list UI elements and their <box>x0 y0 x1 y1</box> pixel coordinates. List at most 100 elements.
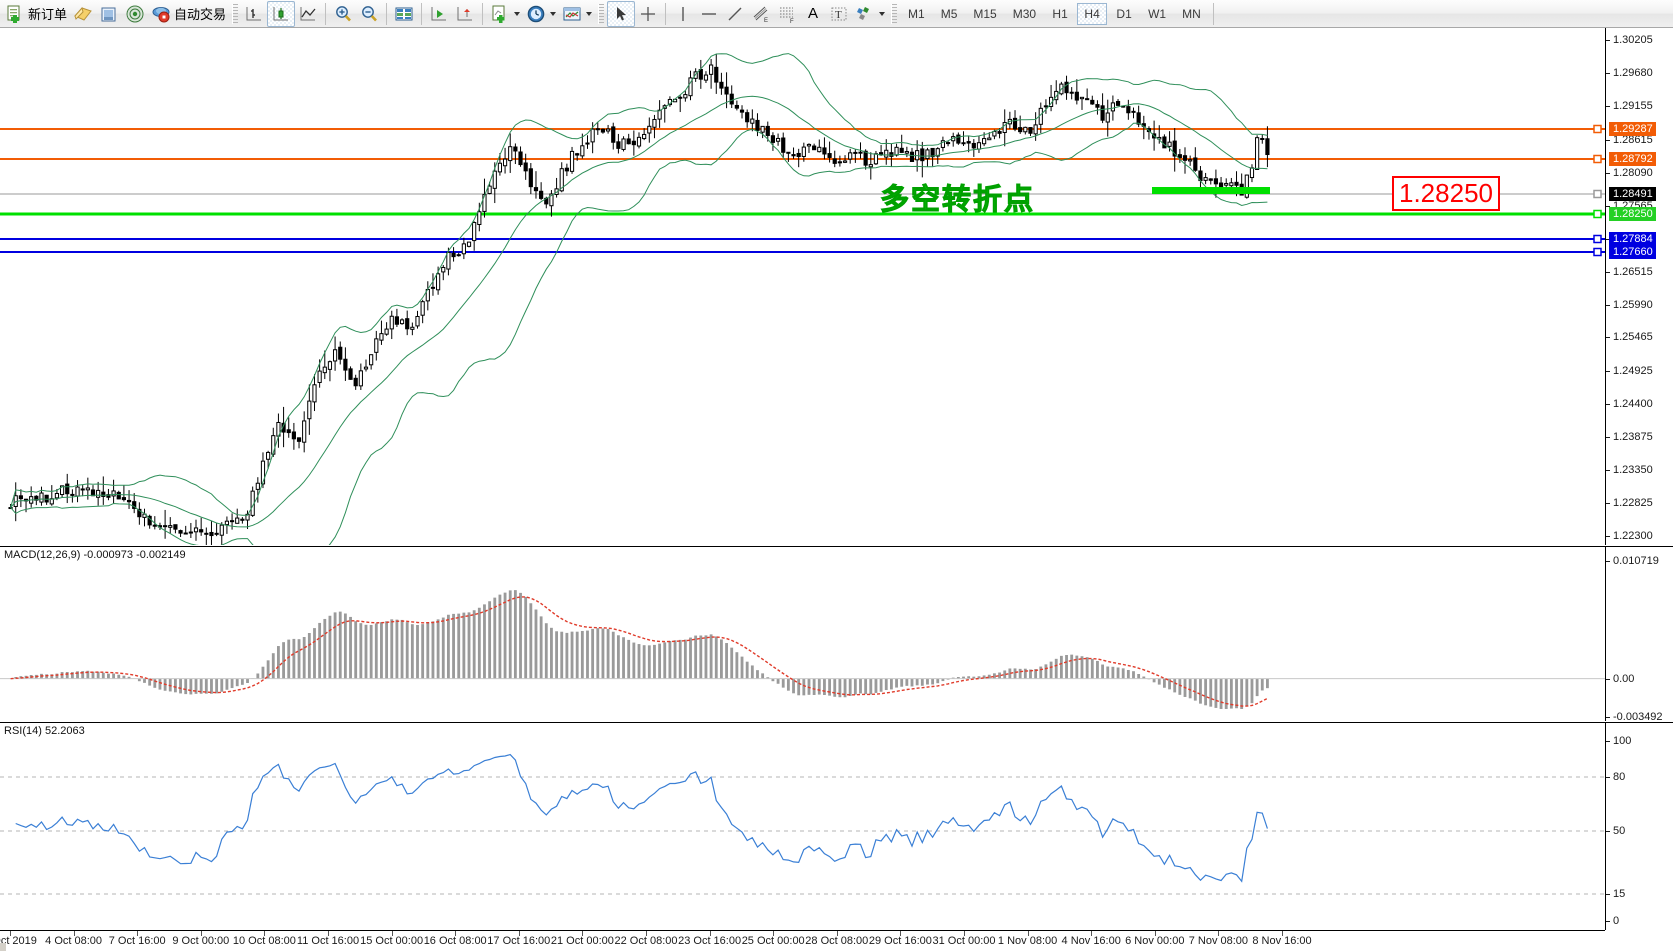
time-tick <box>264 931 266 936</box>
chart-shift-icon <box>455 4 475 24</box>
rsi-title: RSI(14) 52.2063 <box>4 725 85 737</box>
rsi-axis: 100 80 50 15 0 <box>1605 723 1673 930</box>
time-tick <box>200 931 202 936</box>
tab-timeframe-d1[interactable]: D1 <box>1116 6 1132 21</box>
time-axis-label: 8 Nov 16:00 <box>1252 935 1312 947</box>
time-axis-label: 1 Nov 08:00 <box>997 935 1058 947</box>
axis-tick <box>1606 536 1610 538</box>
toolbar-divider-3 <box>421 2 423 25</box>
time-tick <box>646 931 647 936</box>
toolbar-divider-6 <box>1212 2 1214 25</box>
resistance-line-128792-tag[interactable]: 1.28792 <box>1609 152 1656 166</box>
time-axis-label: 7 Oct 16:00 <box>108 935 166 947</box>
objects-list-button[interactable] <box>852 1 888 27</box>
period-button[interactable] <box>523 1 559 27</box>
chevron-down-icon[interactable] <box>514 11 521 16</box>
tab-timeframe-w1[interactable]: W1 <box>1148 6 1167 21</box>
price-chart-canvas[interactable] <box>0 28 1605 545</box>
new-order-button[interactable]: 新订单 <box>2 1 70 27</box>
axis-tick <box>1606 921 1610 922</box>
tab-timeframe-h1[interactable]: H1 <box>1052 6 1068 21</box>
support-line-128250-tag[interactable]: 1.28250 <box>1609 207 1656 221</box>
zoom-in-button[interactable] <box>330 1 356 27</box>
time-axis[interactable]: 3 Oct 2019 4 Oct 08:00 7 Oct 16:00 9 Oct 00… <box>0 930 1605 951</box>
time-tick <box>1091 931 1093 936</box>
axis-tick <box>1606 561 1610 562</box>
bollinger-band-1 <box>10 95 1268 528</box>
chevron-down-icon-2[interactable] <box>550 11 557 16</box>
support-line-127660-tag[interactable]: 1.27660 <box>1609 245 1656 259</box>
price-axis-label: 1.28615 <box>1613 133 1653 146</box>
time-tick <box>1154 931 1156 936</box>
time-tick <box>964 931 965 936</box>
axis-tick <box>1606 678 1610 680</box>
tab-timeframe-mn[interactable]: MN <box>1182 6 1201 21</box>
chart-shift-button[interactable] <box>452 1 478 27</box>
price-axis-label: 1.22300 <box>1613 530 1653 543</box>
toolbar-divider-5 <box>665 2 667 25</box>
line-chart-button[interactable] <box>295 1 321 27</box>
price-pane[interactable]: 多空转折点 1.28250 1.30205 1.29680 1.29155 1.286… <box>0 28 1673 575</box>
bar-chart-button[interactable] <box>241 1 267 27</box>
tab-timeframe-h4[interactable]: H4 <box>1077 2 1108 25</box>
text-label-button[interactable]: T <box>826 1 852 27</box>
rsi-chart-canvas[interactable] <box>0 723 1605 931</box>
time-tick <box>391 931 393 936</box>
time-axis-label: 15 Oct 00:00 <box>360 935 424 947</box>
horizontal-line-button[interactable] <box>696 1 722 27</box>
data-window-button[interactable] <box>391 1 417 27</box>
scroll-corner <box>0 943 6 951</box>
objects-list-icon <box>855 4 875 24</box>
candlestick-chart-button[interactable] <box>267 0 296 27</box>
time-tick <box>328 931 329 936</box>
crosshair-button[interactable] <box>635 1 661 27</box>
support-line-127884-tag[interactable]: 1.27884 <box>1609 232 1656 246</box>
rsi-pane[interactable]: RSI(14) 52.2063 100 80 50 15 0 <box>0 722 1673 930</box>
autotrading-button[interactable]: 自动交易 <box>148 1 229 27</box>
add-indicator-icon <box>490 4 510 24</box>
trendline-button[interactable] <box>722 1 748 27</box>
chevron-down-icon-3[interactable] <box>586 11 593 16</box>
add-indicator-button[interactable] <box>487 1 523 27</box>
zoom-out-button[interactable] <box>356 1 382 27</box>
main-toolbar: 新订单 <box>0 0 1673 28</box>
price-axis-label: 1.24400 <box>1613 398 1653 411</box>
fibonacci-retracement-icon: F <box>777 4 797 25</box>
zoom-in-icon <box>333 4 353 24</box>
autotrading-label: 自动交易 <box>174 7 227 22</box>
equidistant-channel-button[interactable]: E <box>748 1 774 27</box>
chevron-down-icon-4[interactable] <box>879 11 886 16</box>
macd-histogram <box>14 590 1269 710</box>
toolbar-separator-3 <box>891 3 898 24</box>
tab-timeframe-m1[interactable]: M1 <box>908 6 925 21</box>
price-axis[interactable]: 1.30205 1.29680 1.29155 1.28615 1.28090 1.275… <box>1605 28 1673 575</box>
vertical-line-button[interactable] <box>670 1 696 27</box>
fibonacci-retracement-button[interactable]: F <box>774 1 800 27</box>
tab-timeframe-m30[interactable]: M30 <box>1012 6 1037 21</box>
price-axis-label: 1.29155 <box>1613 99 1653 112</box>
templates-button[interactable] <box>559 1 595 27</box>
radar-icon <box>125 4 145 24</box>
navigator-button[interactable] <box>122 1 148 27</box>
text-button[interactable]: A <box>800 1 826 27</box>
tab-timeframe-m15[interactable]: M15 <box>973 6 997 21</box>
last-price-line-tag[interactable]: 1.28491 <box>1609 187 1656 201</box>
auto-scroll-button[interactable] <box>426 1 452 27</box>
open-data-folder-button[interactable] <box>96 1 122 27</box>
metaeditor-button[interactable] <box>70 1 96 27</box>
metaeditor-icon <box>73 4 93 24</box>
time-tick <box>455 931 457 936</box>
macd-pane[interactable]: MACD(12,26,9) -0.000973 -0.002149 0.0107… <box>0 546 1673 723</box>
axis-tick <box>1606 777 1610 778</box>
support-zone-highlight <box>1152 187 1270 194</box>
time-axis-label: 25 Oct 00:00 <box>741 935 805 947</box>
macd-chart-canvas[interactable] <box>0 547 1605 722</box>
cursor-button[interactable] <box>607 0 636 27</box>
price-axis-label: 1.25465 <box>1613 331 1653 344</box>
resistance-line-129287-tag[interactable]: 1.29287 <box>1609 122 1656 136</box>
axis-tick <box>1606 271 1610 273</box>
time-tick <box>582 931 584 936</box>
text-icon: A <box>808 5 819 22</box>
period-clock-icon <box>526 4 546 24</box>
tab-timeframe-m5[interactable]: M5 <box>940 6 958 21</box>
